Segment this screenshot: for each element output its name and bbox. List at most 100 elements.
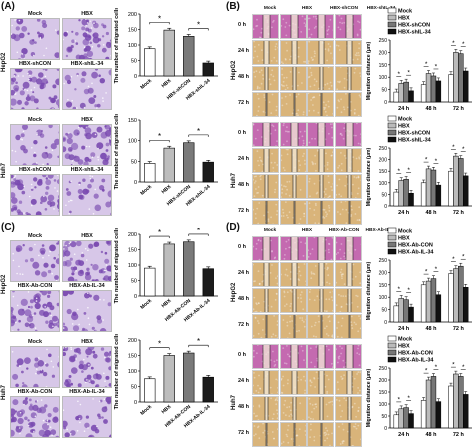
wound-image xyxy=(335,288,362,313)
x-tick-label: HBX xyxy=(161,298,173,310)
stained-cell xyxy=(38,360,45,367)
texture xyxy=(262,171,264,173)
pore xyxy=(41,399,43,401)
texture xyxy=(303,326,305,328)
texture xyxy=(276,43,278,45)
texture xyxy=(341,277,343,279)
sig-star: * xyxy=(197,127,200,136)
texture xyxy=(343,252,345,254)
bar xyxy=(426,73,431,102)
stained-cell xyxy=(92,264,98,270)
stained-cell xyxy=(12,399,18,405)
texture xyxy=(255,138,257,140)
texture xyxy=(271,153,273,155)
texture xyxy=(274,189,276,191)
texture xyxy=(303,216,305,218)
pore xyxy=(24,58,26,60)
pore xyxy=(23,131,25,133)
texture xyxy=(353,403,355,405)
stained-cell xyxy=(105,252,108,255)
pore xyxy=(86,31,88,33)
wound-gap xyxy=(319,371,324,395)
texture xyxy=(300,31,302,33)
y-tick-label: 150 xyxy=(379,283,388,289)
stained-cell xyxy=(66,188,69,191)
texture xyxy=(357,64,359,65)
wound-pattern xyxy=(281,93,307,117)
stained-cell xyxy=(39,430,46,437)
wound-image xyxy=(252,200,279,225)
bar xyxy=(394,192,399,206)
texture xyxy=(283,394,285,395)
sig-star: * xyxy=(397,71,400,78)
texture xyxy=(353,72,355,74)
texture xyxy=(314,366,316,368)
texture xyxy=(303,160,305,162)
bar xyxy=(164,244,175,296)
texture xyxy=(325,298,327,300)
texture xyxy=(355,428,357,430)
stained-cell xyxy=(33,177,37,181)
texture xyxy=(296,330,298,332)
bar xyxy=(463,287,468,322)
texture xyxy=(257,129,259,131)
stained-cell xyxy=(90,152,95,157)
texture xyxy=(311,74,313,76)
texture xyxy=(260,311,262,313)
texture xyxy=(289,71,291,73)
texture xyxy=(282,347,284,349)
stained-cell xyxy=(22,382,24,384)
texture xyxy=(331,259,333,261)
texture xyxy=(336,88,338,90)
stained-cell xyxy=(54,416,58,420)
y-tick-label: 250 xyxy=(379,366,388,372)
wound-image xyxy=(252,174,279,199)
texture xyxy=(300,346,302,348)
texture xyxy=(315,265,317,267)
wound-image xyxy=(335,236,362,261)
texture xyxy=(275,335,277,337)
stained-cell xyxy=(100,153,107,160)
texture xyxy=(261,249,263,251)
stained-cell xyxy=(45,208,48,211)
y-tick-label: 50 xyxy=(131,279,137,285)
texture xyxy=(314,138,316,140)
texture xyxy=(258,437,260,439)
stained-cell xyxy=(85,348,92,355)
texture xyxy=(301,135,303,137)
bar xyxy=(448,386,453,428)
texture xyxy=(356,306,358,308)
texture xyxy=(343,22,345,24)
bar xyxy=(421,400,426,428)
y-tick-label: 250 xyxy=(379,146,388,152)
stained-cell xyxy=(66,101,72,107)
texture xyxy=(337,252,339,254)
texture xyxy=(311,273,313,275)
stained-cell xyxy=(84,423,89,428)
pore xyxy=(31,205,33,207)
legend-swatch xyxy=(388,130,396,135)
pore xyxy=(32,315,34,317)
stained-cell xyxy=(21,133,25,137)
texture xyxy=(357,176,359,178)
wound-gap xyxy=(264,149,269,173)
texture xyxy=(314,378,316,380)
transwell-image xyxy=(10,18,60,60)
texture xyxy=(276,106,278,108)
texture xyxy=(269,101,271,103)
y-tick-label: 250 xyxy=(379,38,388,44)
texture xyxy=(339,271,341,273)
texture xyxy=(288,211,290,213)
texture xyxy=(304,25,306,27)
texture xyxy=(275,299,277,301)
texture xyxy=(354,426,356,428)
pore xyxy=(34,244,36,246)
pore xyxy=(84,107,86,109)
texture xyxy=(343,109,345,111)
legend-label: Mock xyxy=(398,337,413,343)
stain-pattern xyxy=(11,125,60,166)
legend-swatch xyxy=(388,242,396,247)
texture xyxy=(359,271,361,273)
stained-cell xyxy=(64,32,68,36)
pore xyxy=(93,22,95,24)
